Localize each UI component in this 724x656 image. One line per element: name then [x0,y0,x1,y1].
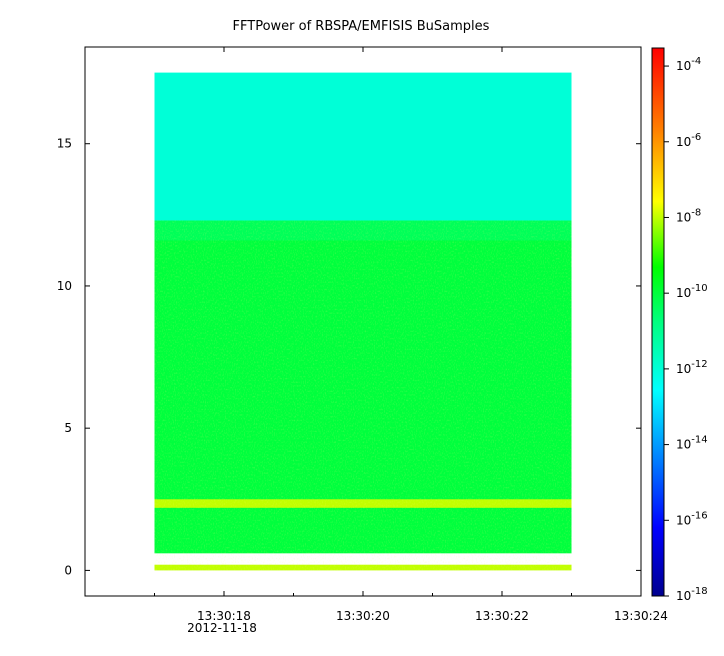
chart-title: FFTPower of RBSPA/EMFISIS BuSamples [233,19,490,34]
y-tick-label: 10 [57,279,72,293]
colorbar-tick-label: 10-12 [676,359,708,376]
x-tick-label: 13:30:22 [475,609,529,623]
colorbar: 10-4 10-6 10-8 10-10 10-12 10-14 10-16 10-18 [651,47,708,603]
y-tick-label: 0 [64,563,72,577]
colorbar-gradient [651,47,665,597]
heatmap-texture [154,220,572,571]
y-axis: 0 5 10 15 [57,137,641,577]
colorbar-tick-label: 10-14 [676,435,708,452]
colorbar-tick-label: 10-8 [676,207,701,224]
x-tick-label: 13:30:18 [197,609,251,623]
x-axis: 13:30:18 13:30:20 13:30:22 13:30:24 [154,47,668,623]
x-axis-date-label: 2012-11-18 [187,621,257,635]
heatmap-area [154,72,572,571]
colorbar-tick-label: 10-4 [676,56,701,73]
colorbar-tick-label: 10-16 [676,510,708,527]
colorbar-tick-label: 10-6 [676,132,701,149]
x-tick-label: 13:30:20 [336,609,390,623]
colorbar-tick-label: 10-18 [676,586,708,603]
colorbar-tick-label: 10-10 [676,283,708,300]
heatmap-band [154,72,572,221]
y-tick-label: 5 [64,421,72,435]
x-tick-label: 13:30:24 [614,609,668,623]
y-tick-label: 15 [57,137,72,151]
